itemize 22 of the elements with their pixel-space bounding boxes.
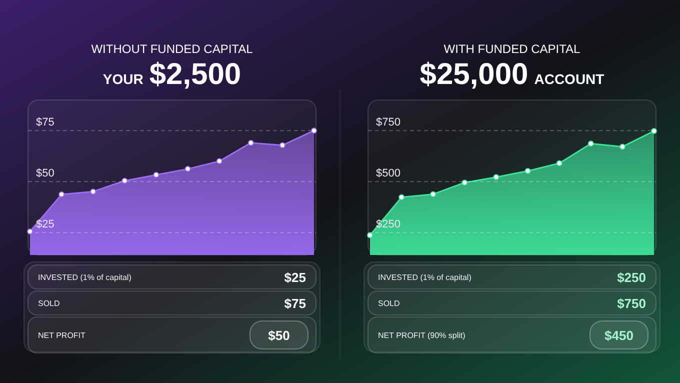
chart-subtitle: YOUR $2,500 bbox=[102, 58, 242, 91]
text: SOLD bbox=[38, 299, 60, 308]
text: $750 bbox=[617, 296, 646, 311]
text: $50 bbox=[268, 328, 290, 343]
y-tick-label: $50 bbox=[36, 168, 54, 180]
text: INVESTED (1% of capital) bbox=[38, 273, 132, 282]
y-tick-label: $750 bbox=[376, 116, 400, 129]
y-tick-label: $250 bbox=[376, 218, 400, 231]
chart-subtitle: $25,000 ACCOUNT bbox=[420, 58, 605, 91]
text: SOLD bbox=[378, 299, 400, 308]
y-tick-label: $500 bbox=[376, 168, 400, 180]
text: $450 bbox=[604, 328, 634, 343]
y-tick-label: $75 bbox=[36, 116, 54, 129]
text: NET PROFIT bbox=[38, 331, 86, 340]
y-tick-label: $25 bbox=[36, 218, 54, 231]
text: $25 bbox=[284, 270, 306, 285]
text: NET PROFIT (90% split) bbox=[378, 331, 466, 340]
chart-title: WITH FUNDED CAPITAL bbox=[444, 42, 581, 56]
text: $250 bbox=[617, 270, 646, 285]
text: INVESTED (1% of capital) bbox=[378, 273, 472, 282]
text: $75 bbox=[284, 296, 306, 311]
chart-title: WITHOUT FUNDED CAPITAL bbox=[91, 42, 254, 56]
